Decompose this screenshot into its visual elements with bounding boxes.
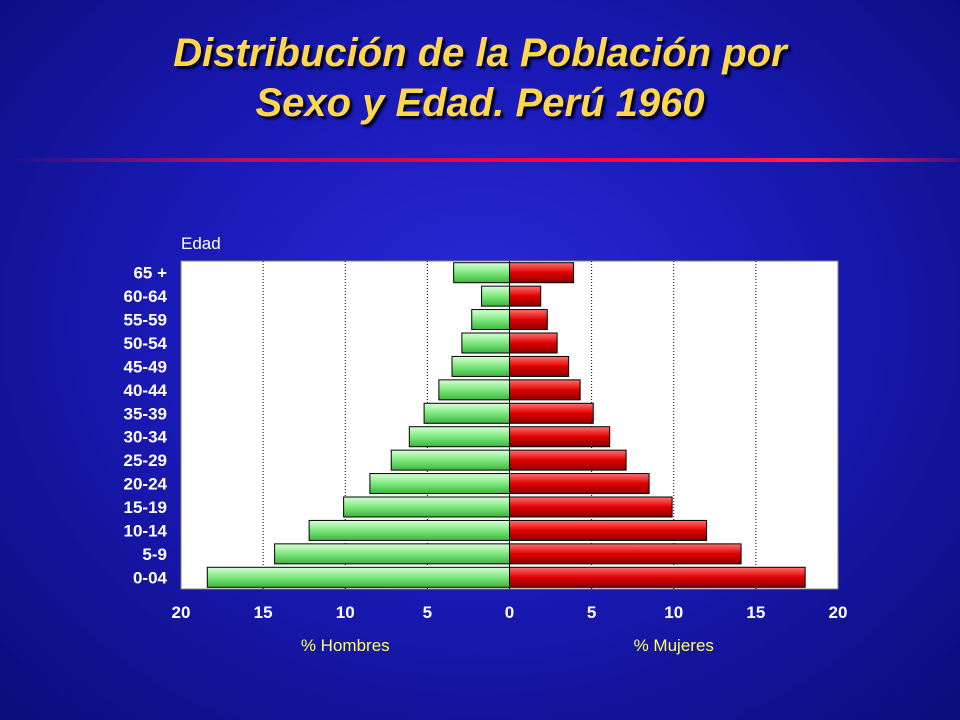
x-tick-label: 10 — [336, 603, 355, 622]
age-tick-label: 60-64 — [124, 287, 168, 306]
bar-mujeres — [509, 496, 673, 518]
age-tick-label: 40-44 — [124, 381, 168, 400]
bar-mujeres — [509, 543, 742, 565]
age-tick-label: 55-59 — [124, 311, 167, 330]
chart-title: Distribución de la Población por Sexo y … — [0, 28, 960, 128]
bar-hombres — [308, 519, 510, 541]
bar-mujeres — [509, 379, 581, 401]
bar-hombres — [438, 379, 510, 401]
x-tick-label: 5 — [423, 603, 432, 622]
bar-mujeres — [509, 285, 542, 307]
age-tick-label: 5-9 — [142, 545, 167, 564]
bar-hombres — [390, 449, 510, 471]
age-tick-label: 15-19 — [124, 498, 167, 517]
bar-mujeres — [509, 426, 611, 448]
y-axis-label: Edad — [181, 234, 221, 253]
bar-hombres — [481, 285, 511, 307]
title-line-2: Sexo y Edad. Perú 1960 — [255, 81, 705, 125]
x-tick-label: 0 — [505, 603, 514, 622]
age-tick-label: 35-39 — [124, 404, 167, 423]
age-tick-label: 45-49 — [124, 357, 167, 376]
bar-hombres — [343, 496, 511, 518]
bar-mujeres — [509, 449, 627, 471]
age-tick-label: 25-29 — [124, 451, 167, 470]
title-divider — [0, 158, 960, 162]
bar-hombres — [423, 402, 510, 424]
legend-hombres: % Hombres — [301, 636, 390, 655]
x-tick-label: 20 — [829, 603, 848, 622]
age-tick-label: 65 + — [133, 264, 167, 283]
x-tick-label: 15 — [746, 603, 765, 622]
bar-mujeres — [509, 473, 650, 495]
x-tick-label: 20 — [172, 603, 191, 622]
title-line-1: Distribución de la Población por — [173, 31, 787, 75]
bar-hombres — [206, 566, 510, 588]
bar-mujeres — [509, 355, 570, 377]
bar-hombres — [274, 543, 510, 565]
bar-mujeres — [509, 566, 806, 588]
bar-hombres — [461, 332, 510, 354]
bar-hombres — [369, 473, 511, 495]
bar-mujeres — [509, 309, 548, 331]
bar-mujeres — [509, 262, 575, 284]
bar-hombres — [408, 426, 510, 448]
bar-hombres — [453, 262, 510, 284]
legend-mujeres: % Mujeres — [634, 636, 714, 655]
age-tick-label: 30-34 — [124, 428, 168, 447]
x-tick-label: 5 — [587, 603, 596, 622]
age-tick-label: 50-54 — [124, 334, 168, 353]
age-tick-label: 10-14 — [124, 521, 168, 540]
bar-mujeres — [509, 332, 558, 354]
bar-mujeres — [509, 402, 594, 424]
bar-hombres — [451, 355, 511, 377]
x-tick-label: 10 — [664, 603, 683, 622]
age-tick-label: 0-04 — [133, 568, 168, 587]
bar-mujeres — [509, 519, 708, 541]
x-tick-label: 15 — [254, 603, 273, 622]
bar-hombres — [471, 309, 511, 331]
age-tick-label: 20-24 — [124, 475, 168, 494]
